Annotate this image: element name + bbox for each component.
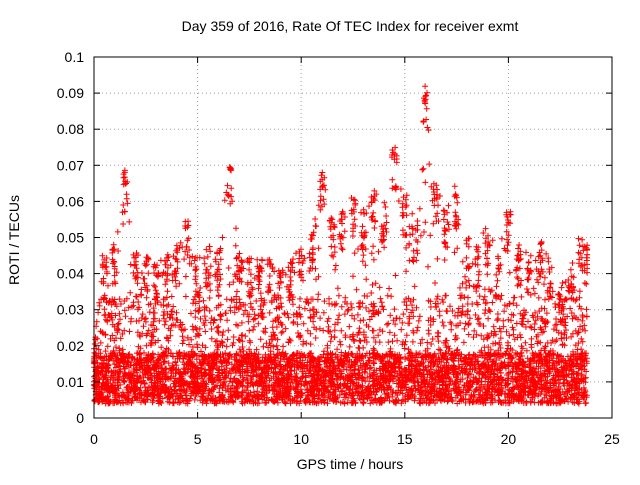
y-tick-label: 0 <box>76 410 84 426</box>
roti-point-markers <box>91 83 591 407</box>
x-tick-label: 0 <box>90 431 98 447</box>
x-tick-label: 15 <box>397 431 413 447</box>
y-tick-label: 0.02 <box>57 338 84 354</box>
y-tick-label: 0.06 <box>57 193 84 209</box>
x-tick-label: 5 <box>194 431 202 447</box>
x-tick-label: 20 <box>501 431 517 447</box>
x-axis-label: GPS time / hours <box>296 456 404 472</box>
y-tick-label: 0.09 <box>57 85 84 101</box>
y-tick-label: 0.03 <box>57 302 84 318</box>
axis-ticks: 0 0.01 0.02 0.03 0.04 0.05 0.06 0.07 0.08 0.09 0.1… <box>57 49 620 447</box>
x-tick-label: 10 <box>293 431 309 447</box>
y-tick-label: 0.1 <box>65 49 85 65</box>
x-tick-label: 25 <box>604 431 620 447</box>
y-tick-label: 0.05 <box>57 230 84 246</box>
y-tick-label: 0.04 <box>57 266 84 282</box>
y-tick-label: 0.07 <box>57 157 84 173</box>
y-tick-label: 0.08 <box>57 121 84 137</box>
y-axis-label: ROTI / TECUs <box>6 195 22 285</box>
data-points <box>91 83 591 407</box>
chart-title: Day 359 of 2016, Rate Of TEC Index for r… <box>181 18 519 34</box>
y-tick-label: 0.01 <box>57 374 84 390</box>
